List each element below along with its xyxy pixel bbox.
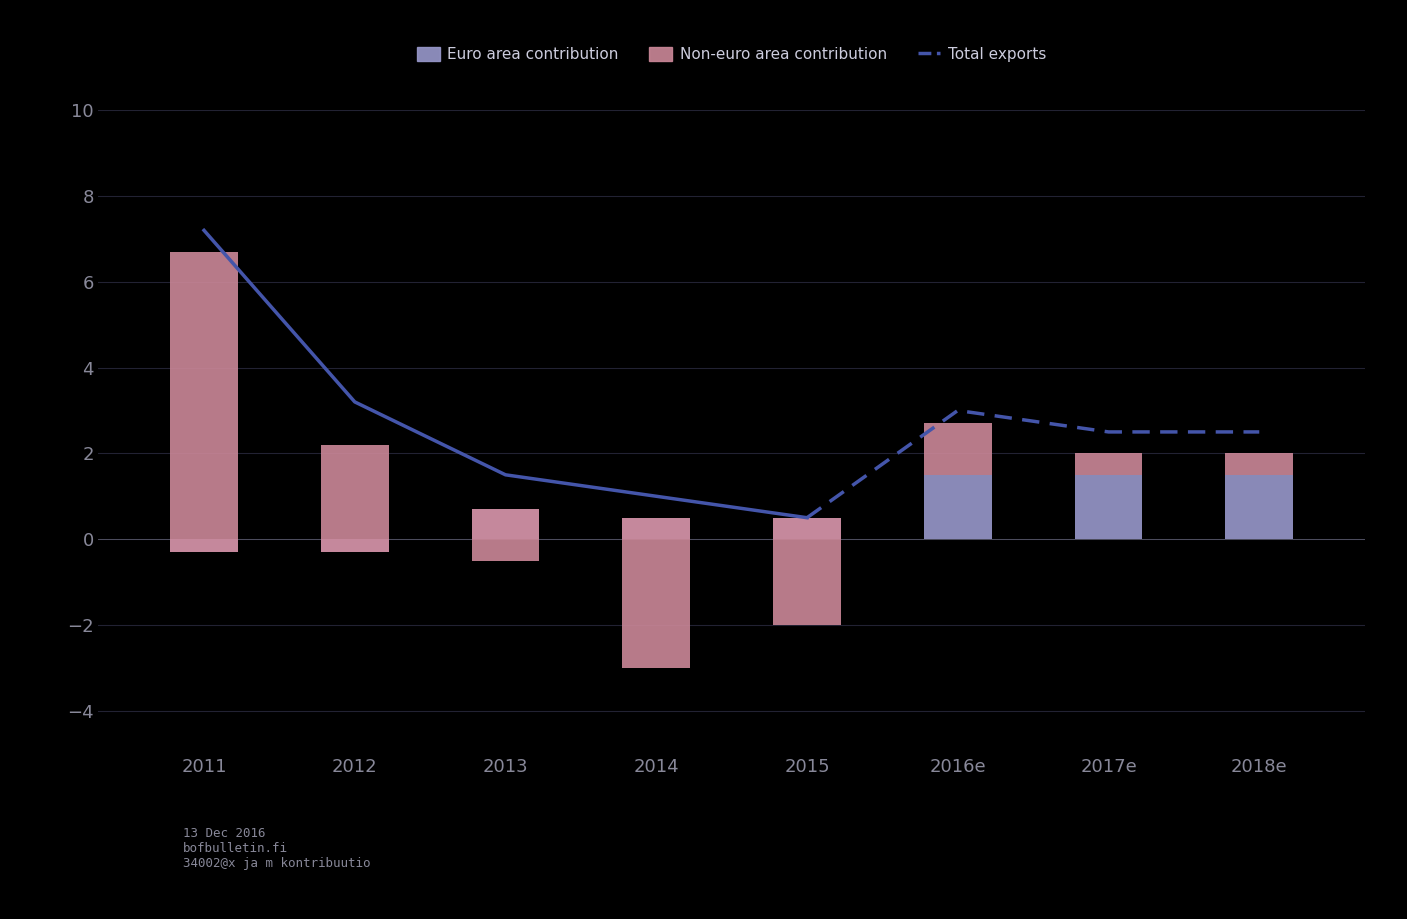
Bar [321, 539, 388, 552]
Bar [622, 517, 691, 668]
Bar [1225, 475, 1293, 539]
Bar [170, 539, 238, 552]
Bar [1075, 453, 1142, 475]
Bar [170, 252, 238, 552]
Bar [1225, 453, 1293, 475]
Legend: Euro area contribution, Non-euro area contribution, Total exports: Euro area contribution, Non-euro area co… [411, 40, 1052, 68]
Text: 13 Dec 2016
bofbulletin.fi
34002@x ja m kontribuutio: 13 Dec 2016 bofbulletin.fi 34002@x ja m … [183, 827, 370, 870]
Bar [1075, 475, 1142, 539]
Bar [772, 517, 841, 625]
Bar [772, 517, 841, 539]
Bar [924, 475, 992, 539]
Bar [471, 509, 539, 539]
Bar [321, 445, 388, 552]
Bar [471, 509, 539, 561]
Bar [924, 424, 992, 475]
Bar [622, 517, 691, 539]
